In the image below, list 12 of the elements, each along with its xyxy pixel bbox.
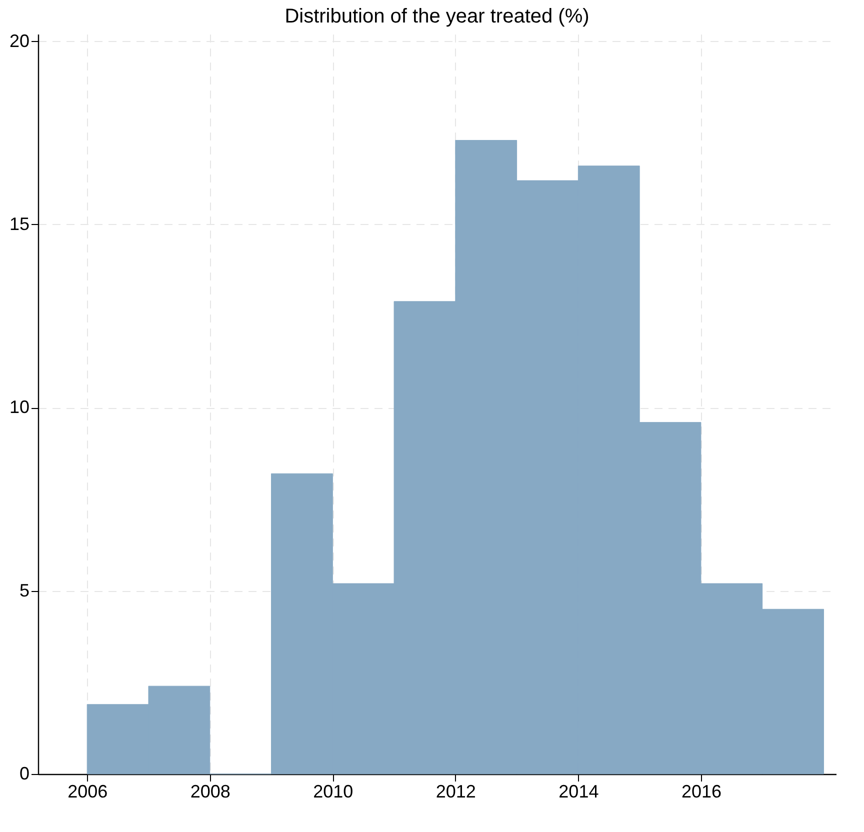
x-tick-label: 2014	[558, 782, 599, 802]
y-tick-label: 20	[9, 30, 30, 51]
y-tick-label: 15	[9, 214, 30, 234]
x-tick-label: 2012	[436, 782, 476, 802]
x-tick-label: 2008	[190, 782, 230, 802]
y-tick-label: 5	[19, 580, 30, 600]
y-tick-label: 10	[9, 397, 30, 418]
x-tick-label: 2006	[68, 782, 108, 802]
chart-title: Distribution of the year treated (%)	[284, 5, 590, 28]
x-tick-label: 2016	[681, 782, 722, 802]
x-tick-label: 2010	[313, 782, 354, 802]
y-tick-label: 0	[19, 764, 30, 784]
